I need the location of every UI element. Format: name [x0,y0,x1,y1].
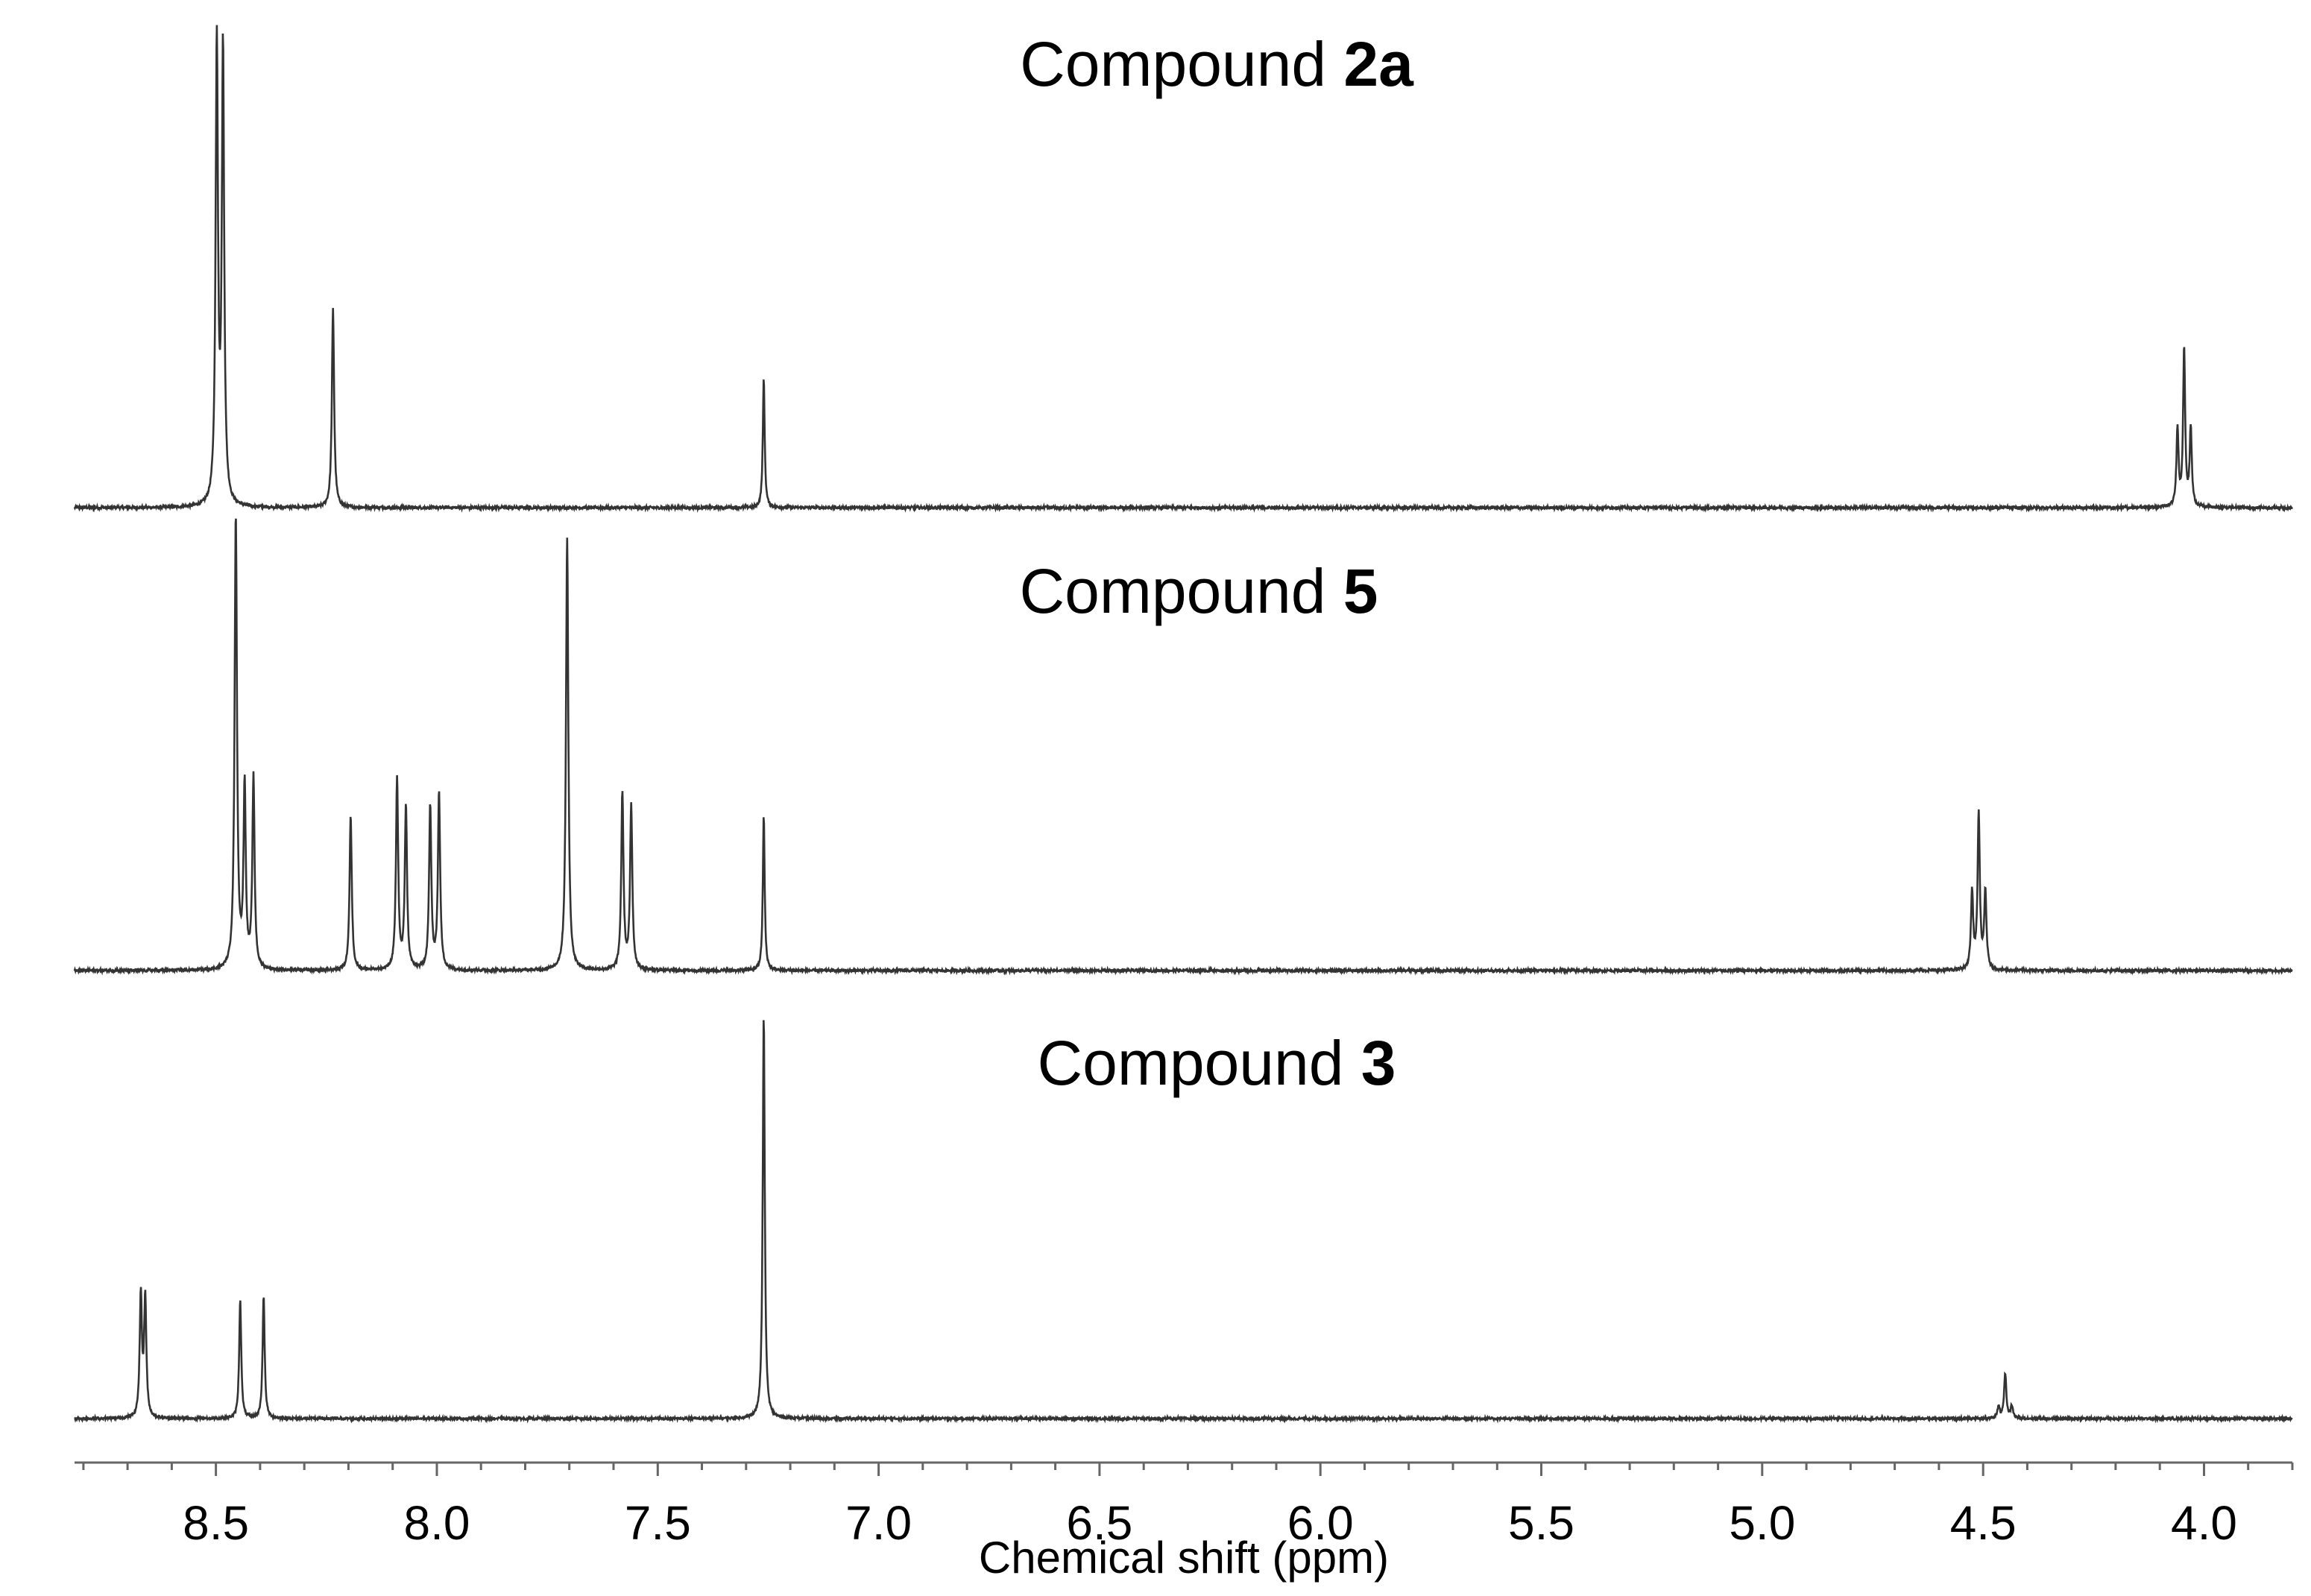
x-tick-label: 8.5 [183,1496,249,1550]
x-tick-label: 5.0 [1729,1496,1795,1550]
x-tick-label: 7.5 [625,1496,691,1550]
x-tick-label: 4.5 [1950,1496,2017,1550]
spectrum-line [73,25,2293,513]
spectrum-5 [73,515,2293,976]
spectra-layer [73,25,2293,1424]
panel-title-prefix: Compound [1038,1028,1361,1098]
panel-title-prefix: Compound [1020,29,1343,99]
spectrum-3 [74,1016,2293,1424]
x-axis: 8.5 8.0 7.5 7.0 6.5 6.0 5.5 5.0 4.5 4.0 [75,1461,2294,1550]
x-tick-label: 6.5 [1066,1496,1132,1550]
peak-point [239,1299,241,1301]
peak-point [263,1295,265,1296]
x-tick-label: 8.0 [404,1496,470,1550]
x-tick-label: 6.0 [1287,1496,1354,1550]
panel-title-compound-id: 3 [1361,1028,1396,1098]
panel-title: Compound 2a [1020,29,1414,99]
x-axis-title: Chemical shift (ppm) [979,1533,1389,1583]
panel-title-compound-id: 5 [1343,556,1378,626]
peak-point [763,1016,765,1018]
x-tick-label: 5.5 [1508,1496,1574,1550]
x-tick-label: 7.0 [845,1496,912,1550]
peak-point [350,816,351,817]
panel-title-prefix: Compound [1020,556,1343,626]
panel-title: Compound 3 [1038,1028,1396,1098]
peak-point [763,377,765,379]
peak-point [763,816,765,817]
spectrum-line [73,518,2293,976]
x-tick-label: 4.0 [2171,1496,2237,1550]
panel-title: Compound 5 [1020,556,1378,626]
panel-title-compound-id: 2a [1343,29,1414,99]
peak-point [235,515,236,517]
spectrum-2a [73,25,2293,513]
spectrum-line [74,1020,2293,1424]
